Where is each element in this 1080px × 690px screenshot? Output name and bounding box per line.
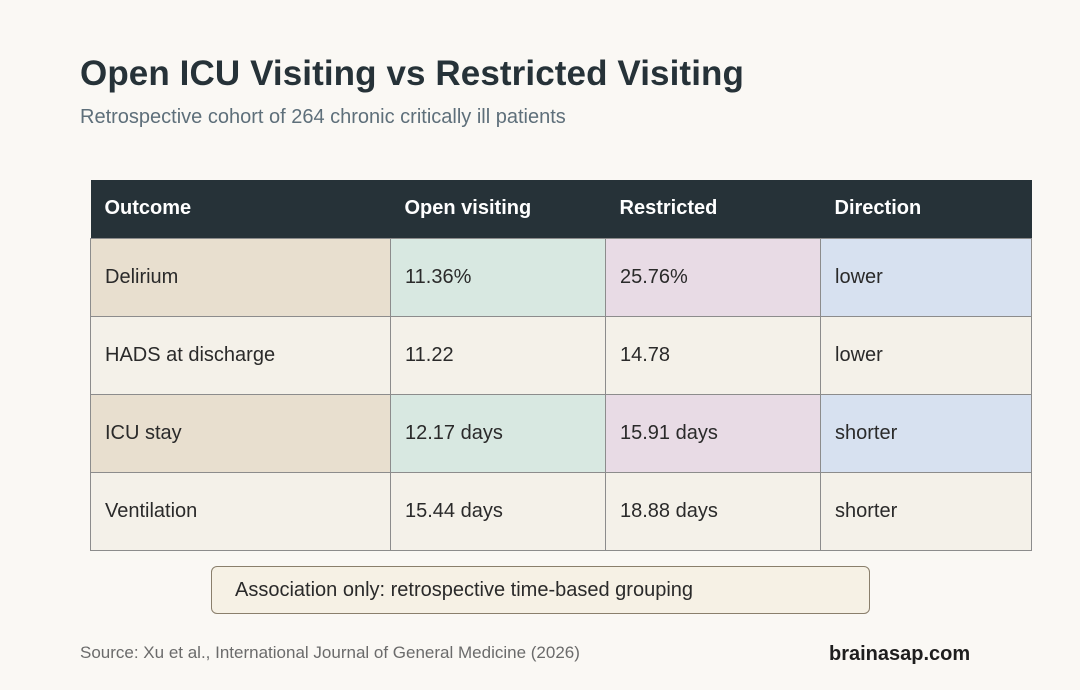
source-citation: Source: Xu et al., International Journal… [80, 643, 580, 662]
table-row: Ventilation 15.44 days 18.88 days shorte… [90, 471, 1032, 551]
cell-direction: shorter [820, 471, 1032, 551]
cell-outcome: Ventilation [90, 471, 391, 551]
cell-open-visiting: 11.36% [390, 237, 606, 317]
header-outcome: Outcome [90, 180, 391, 238]
header-direction: Direction [820, 180, 1032, 238]
chart-title: Open ICU Visiting vs Restricted Visiting [80, 54, 744, 93]
cell-direction: shorter [820, 393, 1032, 473]
cell-restricted: 18.88 days [605, 471, 821, 551]
header-open-visiting: Open visiting [390, 180, 606, 238]
cell-direction: lower [820, 315, 1032, 395]
cell-outcome: Delirium [90, 237, 391, 317]
caveat-note: Association only: retrospective time-bas… [211, 566, 870, 614]
cell-outcome: HADS at discharge [90, 315, 391, 395]
cell-open-visiting: 12.17 days [390, 393, 606, 473]
brand-watermark: brainasap.com [829, 643, 971, 665]
table-row: Delirium 11.36% 25.76% lower [90, 237, 1032, 317]
chart-subtitle: Retrospective cohort of 264 chronic crit… [80, 106, 566, 128]
cell-open-visiting: 15.44 days [390, 471, 606, 551]
cell-open-visiting: 11.22 [390, 315, 606, 395]
table-header-row: Outcome Open visiting Restricted Directi… [90, 180, 1032, 238]
cell-direction: lower [820, 237, 1032, 317]
cell-outcome: ICU stay [90, 393, 391, 473]
cell-restricted: 25.76% [605, 237, 821, 317]
outcomes-table: Outcome Open visiting Restricted Directi… [90, 180, 1032, 551]
header-restricted: Restricted [605, 180, 821, 238]
table-row: HADS at discharge 11.22 14.78 lower [90, 315, 1032, 395]
table-row: ICU stay 12.17 days 15.91 days shorter [90, 393, 1032, 473]
cell-restricted: 15.91 days [605, 393, 821, 473]
cell-restricted: 14.78 [605, 315, 821, 395]
